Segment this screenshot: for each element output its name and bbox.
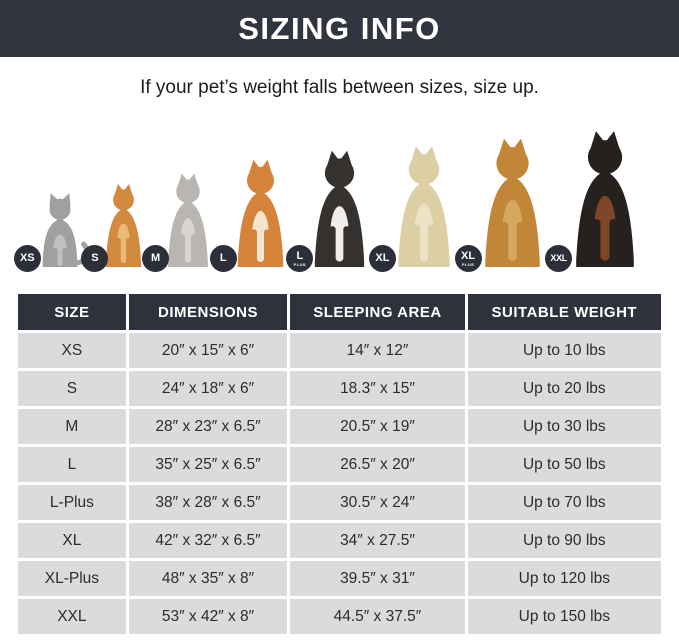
cell-xs-0: XS — [18, 333, 126, 368]
table-row-xxl: XXL 53″ x 42″ x 8″ 44.5″ x 37.5″ Up to 150 … — [18, 599, 661, 634]
cell-xs-2: 14″ x 12″ — [290, 333, 465, 368]
cell-s-3: Up to 20 lbs — [467, 371, 661, 406]
cell-xs-1: 20″ x 15″ x 6″ — [128, 333, 288, 368]
pet-figure-shiba-inu: L — [209, 157, 296, 272]
table-row-xl-plus: XL-Plus 48″ x 35″ x 8″ 39.5″ x 31″ Up to 12… — [18, 561, 661, 596]
cell-s-2: 18.3″ x 15″ — [290, 371, 465, 406]
size-badge-xs: XS — [13, 245, 41, 272]
size-badge-xxl: XXL — [545, 245, 573, 272]
pet-figure-pomeranian: S — [81, 181, 151, 272]
cell-xl-plus-1: 48″ x 35″ x 8″ — [128, 561, 288, 596]
pet-figure-doberman: XXL — [545, 127, 650, 272]
cell-xxl-1: 53″ x 42″ x 8″ — [128, 599, 288, 634]
column-header-suitable-weight: SUITABLE WEIGHT — [467, 294, 661, 330]
table-row-xs: XS 20″ x 15″ x 6″ 14″ x 12″ Up to 10 lbs — [18, 333, 661, 368]
cell-m-3: Up to 30 lbs — [467, 409, 661, 444]
size-badge-xl-plus: XL PLUS — [454, 245, 482, 272]
cell-xl-plus-2: 39.5″ x 31″ — [290, 561, 465, 596]
dog-silhouette-icon — [576, 131, 634, 267]
cell-l-2: 26.5″ x 20″ — [290, 447, 465, 482]
cell-m-1: 28″ x 23″ x 6.5″ — [128, 409, 288, 444]
pet-figure-labrador: XL — [368, 143, 464, 272]
table-row-m: M 28″ x 23″ x 6.5″ 20.5″ x 19″ Up to 30 lbs — [18, 409, 661, 444]
dog-silhouette-icon — [398, 146, 450, 267]
dog-silhouette-icon — [168, 173, 208, 267]
title-banner: SIZING INFO — [0, 0, 679, 57]
table-row-l-plus: L-Plus 38″ x 28″ x 6.5″ 30.5″ x 24″ Up to 7… — [18, 485, 661, 520]
column-header-size: SIZE — [18, 294, 126, 330]
cell-xl-1: 42″ x 32″ x 6.5″ — [128, 523, 288, 558]
dog-silhouette-icon — [315, 150, 365, 267]
column-header-sleeping-area: SLEEPING AREA — [290, 294, 465, 330]
dog-silhouette-icon — [237, 159, 283, 267]
cell-l-plus-1: 38″ x 28″ x 6.5″ — [128, 485, 288, 520]
page-title: SIZING INFO — [238, 10, 441, 46]
cell-xs-3: Up to 10 lbs — [467, 333, 661, 368]
cell-m-0: M — [18, 409, 126, 444]
cell-l-plus-3: Up to 70 lbs — [467, 485, 661, 520]
cell-l-plus-2: 30.5″ x 24″ — [290, 485, 465, 520]
cell-l-1: 35″ x 25″ x 6.5″ — [128, 447, 288, 482]
column-header-dimensions: DIMENSIONS — [128, 294, 288, 330]
dog-silhouette-icon — [484, 138, 540, 267]
pet-figure-border-collie: L PLUS — [286, 147, 378, 272]
cell-l-0: L — [18, 447, 126, 482]
cell-xxl-2: 44.5″ x 37.5″ — [290, 599, 465, 634]
dog-silhouette-icon — [106, 183, 142, 267]
size-badge-l-plus: L PLUS — [286, 245, 314, 272]
cat-silhouette-icon — [42, 193, 90, 267]
cell-l-plus-0: L-Plus — [18, 485, 126, 520]
table-row-l: L 35″ x 25″ x 6.5″ 26.5″ x 20″ Up to 50 lbs — [18, 447, 661, 482]
subtitle: If your pet’s weight falls between sizes… — [140, 77, 539, 98]
table-header-row: SIZE DIMENSIONS SLEEPING AREA SUITABLE WEIG… — [18, 294, 661, 330]
pets-row: XS S M — [13, 99, 661, 272]
size-badge-l: L — [209, 245, 237, 272]
pet-figure-cat: XS — [13, 189, 91, 272]
table-row-xl: XL 42″ x 32″ x 6.5″ 34″ x 27.5″ Up to 90 lb… — [18, 523, 661, 558]
pet-figure-french-bulldog: M — [142, 171, 219, 272]
cell-l-3: Up to 50 lbs — [467, 447, 661, 482]
cell-xl-0: XL — [18, 523, 126, 558]
cell-s-0: S — [18, 371, 126, 406]
size-badge-m: M — [142, 245, 170, 272]
cell-xl-plus-0: XL-Plus — [18, 561, 126, 596]
cell-m-2: 20.5″ x 19″ — [290, 409, 465, 444]
size-badge-xl: XL — [368, 245, 396, 272]
cell-s-1: 24″ x 18″ x 6″ — [128, 371, 288, 406]
cell-xl-plus-3: Up to 120 lbs — [467, 561, 661, 596]
cell-xxl-0: XXL — [18, 599, 126, 634]
cell-xxl-3: Up to 150 lbs — [467, 599, 661, 634]
sizing-table: SIZE DIMENSIONS SLEEPING AREA SUITABLE WEIG… — [15, 291, 664, 637]
cell-xl-2: 34″ x 27.5″ — [290, 523, 465, 558]
size-badge-s: S — [81, 245, 109, 272]
pet-figure-golden-retriever: XL PLUS — [454, 135, 555, 272]
table-row-s: S 24″ x 18″ x 6″ 18.3″ x 15″ Up to 20 lbs — [18, 371, 661, 406]
cell-xl-3: Up to 90 lbs — [467, 523, 661, 558]
